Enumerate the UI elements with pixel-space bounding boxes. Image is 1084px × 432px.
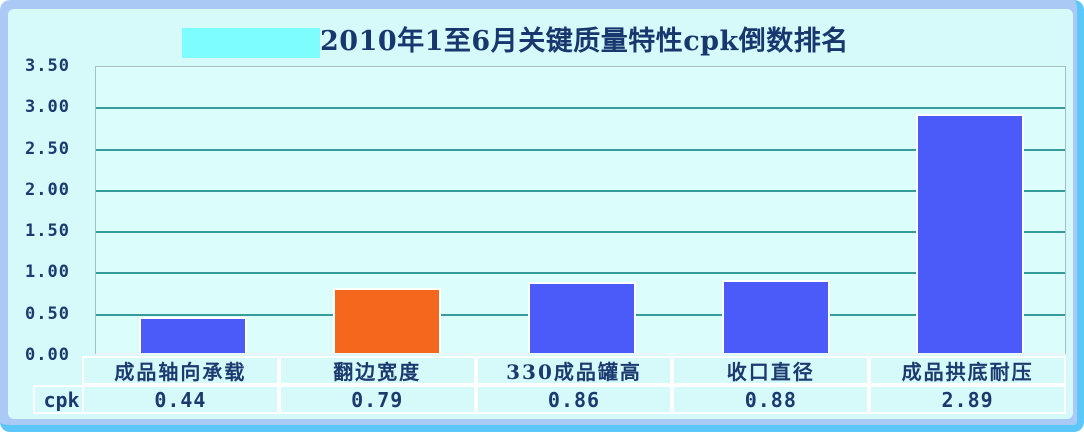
bar-成品拱底耐压 <box>915 114 1024 353</box>
value-row: 0.44 0.79 0.86 0.88 2.89 <box>82 385 1066 414</box>
category-cell: 成品轴向承载 <box>82 356 279 385</box>
y-tick-label: 3.00 <box>25 97 70 118</box>
y-tick-label: 1.00 <box>25 262 70 283</box>
y-tick-label: 1.50 <box>25 221 70 242</box>
title-highlight-box <box>182 28 320 58</box>
y-tick-label: 3.50 <box>25 56 70 76</box>
gridline <box>96 107 1065 110</box>
y-tick-label: 0.00 <box>25 345 70 365</box>
gridline <box>96 272 1065 275</box>
y-tick-label: 2.50 <box>25 138 70 159</box>
category-cell: 成品拱底耐压 <box>869 356 1066 385</box>
gridline <box>96 148 1065 151</box>
category-header-row: 成品轴向承载 翻边宽度 330成品罐高 收口直径 成品拱底耐压 <box>82 356 1066 385</box>
value-cell: 0.88 <box>672 385 870 414</box>
value-cell: 0.86 <box>475 385 673 414</box>
value-cell: 0.79 <box>278 385 476 414</box>
bar-翻边宽度 <box>333 288 442 353</box>
bar-330成品罐高 <box>527 282 636 353</box>
value-cell: 0.44 <box>82 385 279 414</box>
category-cell: 收口直径 <box>672 356 870 385</box>
bar-收口直径 <box>721 280 830 353</box>
chart-title: 2010年1至6月关键质量特性cpk倒数排名 <box>320 26 849 57</box>
chart-panel: 2010年1至6月关键质量特性cpk倒数排名 3.50 3.00 2.50 2.00 1… <box>8 9 1073 419</box>
category-cell: 330成品罐高 <box>475 356 673 385</box>
gridline <box>96 189 1065 192</box>
series-label-cell: cpk <box>33 385 90 414</box>
bar-成品轴向承载 <box>139 317 248 353</box>
category-cell: 翻边宽度 <box>278 356 476 385</box>
gridline <box>96 231 1065 234</box>
y-tick-label: 0.50 <box>25 303 70 324</box>
plot-area <box>95 66 1066 355</box>
y-tick-label: 2.00 <box>25 179 70 200</box>
value-cell: 2.89 <box>869 385 1066 414</box>
